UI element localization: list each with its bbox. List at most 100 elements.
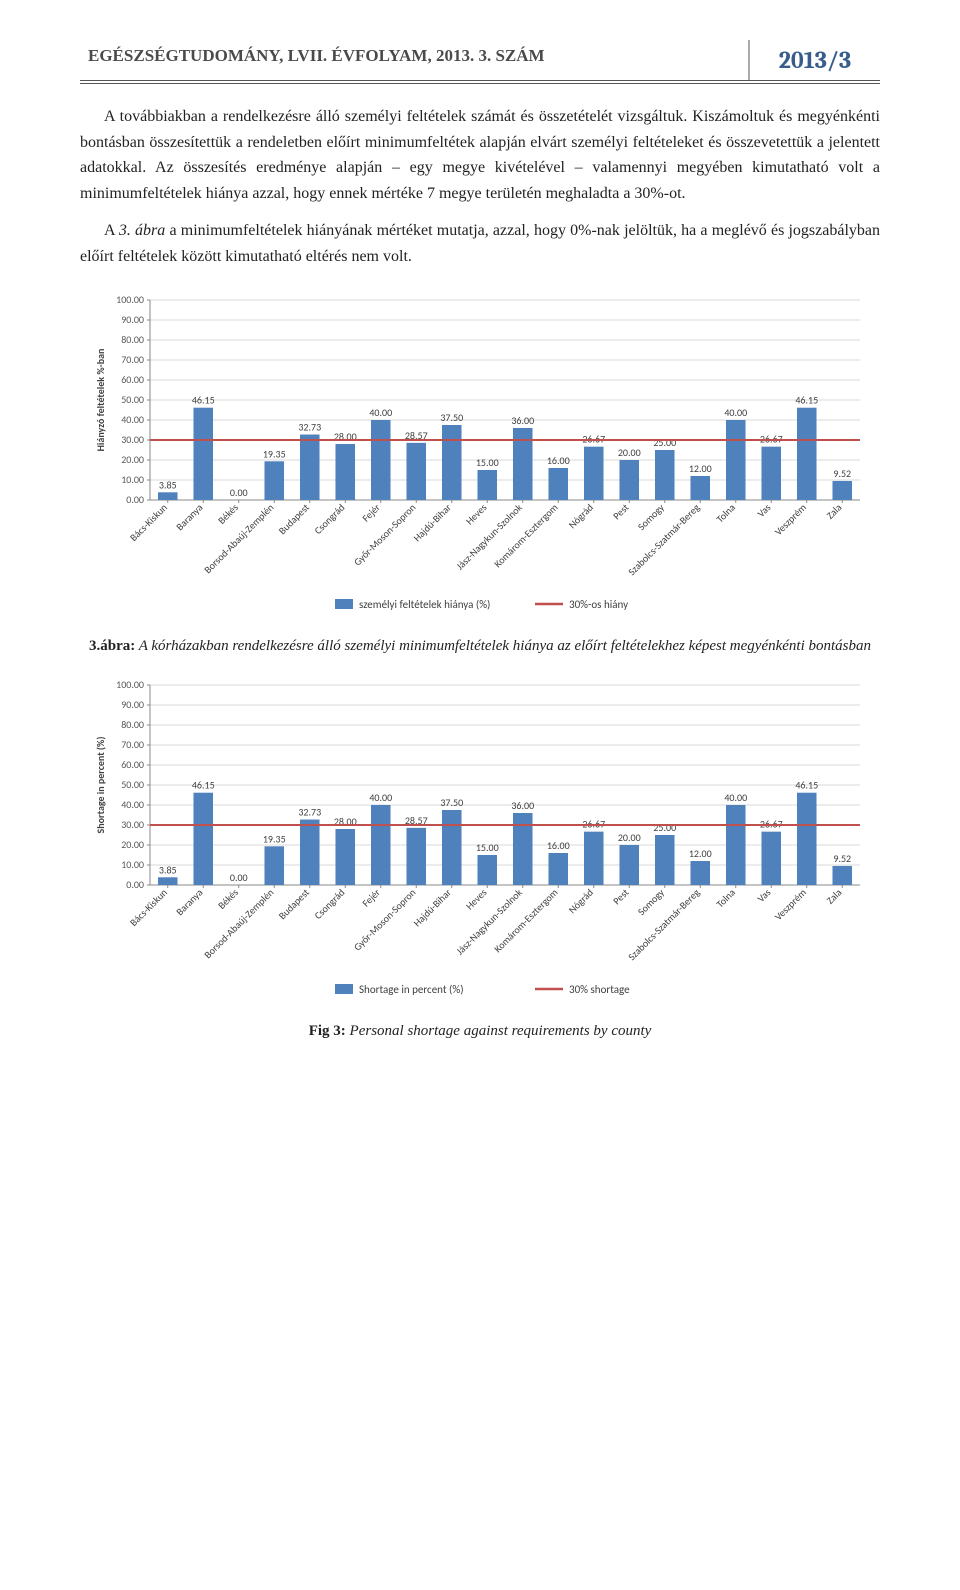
svg-text:16.00: 16.00 — [547, 839, 570, 852]
svg-text:3.85: 3.85 — [159, 863, 177, 876]
journal-title: EGÉSZSÉGTUDOMÁNY, LVII. ÉVFOLYAM, 2013. … — [80, 40, 750, 80]
svg-text:Bács-Kiskun: Bács-Kiskun — [127, 885, 170, 928]
svg-text:50.00: 50.00 — [121, 778, 144, 791]
svg-text:Pest: Pest — [610, 500, 632, 522]
svg-text:20.00: 20.00 — [121, 838, 144, 851]
svg-text:46.15: 46.15 — [795, 393, 818, 406]
paragraph-2: A 3. ábra a minimumfeltételek hiányának … — [80, 218, 880, 269]
chart-1-hu: 0.0010.0020.0030.0040.0050.0060.0070.008… — [90, 290, 870, 630]
svg-text:20.00: 20.00 — [618, 446, 641, 459]
svg-text:15.00: 15.00 — [476, 456, 499, 469]
svg-text:0.00: 0.00 — [126, 493, 144, 506]
svg-text:46.15: 46.15 — [192, 393, 215, 406]
caption-1: 3.ábra: A kórházakban rendelkezésre álló… — [80, 638, 880, 655]
svg-text:Nógrád: Nógrád — [566, 885, 596, 915]
p2-lead: A — [104, 222, 119, 239]
svg-text:Vas: Vas — [754, 500, 773, 519]
p2-figref: 3. ábra — [119, 222, 165, 239]
svg-text:50.00: 50.00 — [121, 393, 144, 406]
svg-text:40.00: 40.00 — [369, 406, 392, 419]
svg-text:Budapest: Budapest — [276, 885, 313, 922]
svg-text:80.00: 80.00 — [121, 718, 144, 731]
svg-text:30% shortage: 30% shortage — [569, 983, 630, 996]
svg-text:Veszprém: Veszprém — [772, 885, 809, 922]
svg-text:Shortage in percent (%): Shortage in percent (%) — [359, 983, 464, 996]
svg-text:40.00: 40.00 — [724, 406, 747, 419]
svg-text:Somogy: Somogy — [635, 500, 667, 532]
svg-text:Zala: Zala — [824, 885, 845, 906]
svg-text:Komárom-Esztergom: Komárom-Esztergom — [491, 500, 560, 569]
svg-text:19.35: 19.35 — [263, 447, 286, 460]
svg-text:Baranya: Baranya — [173, 500, 205, 532]
caption-2: Fig 3: Personal shortage against require… — [80, 1023, 880, 1040]
paragraph-1: A továbbiakban a rendelkezésre álló szem… — [80, 104, 880, 206]
svg-text:Baranya: Baranya — [173, 885, 205, 917]
svg-text:Bács-Kiskun: Bács-Kiskun — [127, 500, 170, 543]
svg-text:28.00: 28.00 — [334, 430, 357, 443]
svg-text:60.00: 60.00 — [121, 758, 144, 771]
svg-text:70.00: 70.00 — [121, 353, 144, 366]
svg-text:Zala: Zala — [824, 500, 845, 521]
svg-text:Komárom-Esztergom: Komárom-Esztergom — [491, 885, 560, 954]
svg-text:32.73: 32.73 — [298, 420, 321, 433]
caption-1-label: 3.ábra: — [89, 638, 135, 654]
svg-text:Tolna: Tolna — [713, 500, 738, 525]
svg-text:Hajdú-Bihar: Hajdú-Bihar — [411, 500, 455, 544]
svg-text:Hajdú-Bihar: Hajdú-Bihar — [411, 885, 455, 929]
chart-2-en: 0.00 10.00 20.00 30.00 40.00 50.00 60.00 70.00 8… — [90, 675, 870, 1015]
svg-text:10.00: 10.00 — [121, 473, 144, 486]
svg-text:Nógrád: Nógrád — [566, 500, 596, 530]
svg-text:Békés: Békés — [215, 885, 241, 911]
svg-text:Győr-Moson-Sopron: Győr-Moson-Sopron — [351, 500, 418, 567]
svg-text:Békés: Békés — [215, 500, 241, 526]
svg-text:Fejér: Fejér — [359, 500, 383, 524]
p2-tail: a minimumfeltételek hiányának mértéket m… — [80, 222, 880, 265]
svg-text:Tolna: Tolna — [713, 885, 738, 910]
svg-text:20.00: 20.00 — [618, 831, 641, 844]
svg-text:25.00: 25.00 — [653, 821, 676, 834]
svg-text:40.00: 40.00 — [369, 791, 392, 804]
svg-text:25.00: 25.00 — [653, 436, 676, 449]
svg-text:80.00: 80.00 — [121, 333, 144, 346]
svg-text:0.00: 0.00 — [230, 871, 248, 884]
svg-text:30%-os hiány: 30%-os hiány — [569, 598, 628, 611]
svg-text:19.35: 19.35 — [263, 832, 286, 845]
issue-badge: 2013/3 — [750, 40, 880, 80]
svg-text:12.00: 12.00 — [689, 462, 712, 475]
svg-text:Fejér: Fejér — [359, 885, 383, 909]
svg-text:Pest: Pest — [610, 885, 632, 907]
svg-text:12.00: 12.00 — [689, 847, 712, 860]
svg-text:16.00: 16.00 — [547, 454, 570, 467]
svg-text:40.00: 40.00 — [724, 791, 747, 804]
svg-text:Csongrád: Csongrád — [311, 500, 347, 536]
svg-text:90.00: 90.00 — [121, 313, 144, 326]
svg-text:Budapest: Budapest — [276, 500, 313, 537]
svg-text:30.00: 30.00 — [121, 818, 144, 831]
caption-2-label: Fig 3: — [309, 1023, 346, 1039]
svg-text:Csongrád: Csongrád — [311, 885, 347, 921]
svg-text:100.00: 100.00 — [116, 678, 144, 691]
svg-text:Heves: Heves — [463, 500, 490, 527]
svg-text:37.50: 37.50 — [440, 796, 463, 809]
svg-text:37.50: 37.50 — [440, 411, 463, 424]
svg-text:Somogy: Somogy — [635, 885, 667, 917]
caption-2-text: Personal shortage against requirements b… — [346, 1023, 652, 1039]
svg-text:0.00: 0.00 — [230, 486, 248, 499]
svg-text:10.00: 10.00 — [121, 858, 144, 871]
svg-text:Hiányzó feltételek %-ban: Hiányzó feltételek %-ban — [94, 348, 107, 451]
svg-text:46.15: 46.15 — [795, 778, 818, 791]
svg-text:0.00: 0.00 — [126, 878, 144, 891]
svg-text:70.00: 70.00 — [121, 738, 144, 751]
svg-text:32.73: 32.73 — [298, 805, 321, 818]
svg-text:20.00: 20.00 — [121, 453, 144, 466]
svg-text:Heves: Heves — [463, 885, 490, 912]
svg-text:Vas: Vas — [754, 885, 773, 904]
svg-text:15.00: 15.00 — [476, 841, 499, 854]
svg-text:Shortage in percent (%): Shortage in percent (%) — [94, 736, 107, 833]
svg-text:28.00: 28.00 — [334, 815, 357, 828]
svg-text:Győr-Moson-Sopron: Győr-Moson-Sopron — [351, 885, 418, 952]
page-header: EGÉSZSÉGTUDOMÁNY, LVII. ÉVFOLYAM, 2013. … — [80, 40, 880, 84]
svg-text:36.00: 36.00 — [511, 414, 534, 427]
svg-text:személyi feltételek hiánya (%): személyi feltételek hiánya (%) — [359, 598, 490, 611]
svg-text:36.00: 36.00 — [511, 799, 534, 812]
